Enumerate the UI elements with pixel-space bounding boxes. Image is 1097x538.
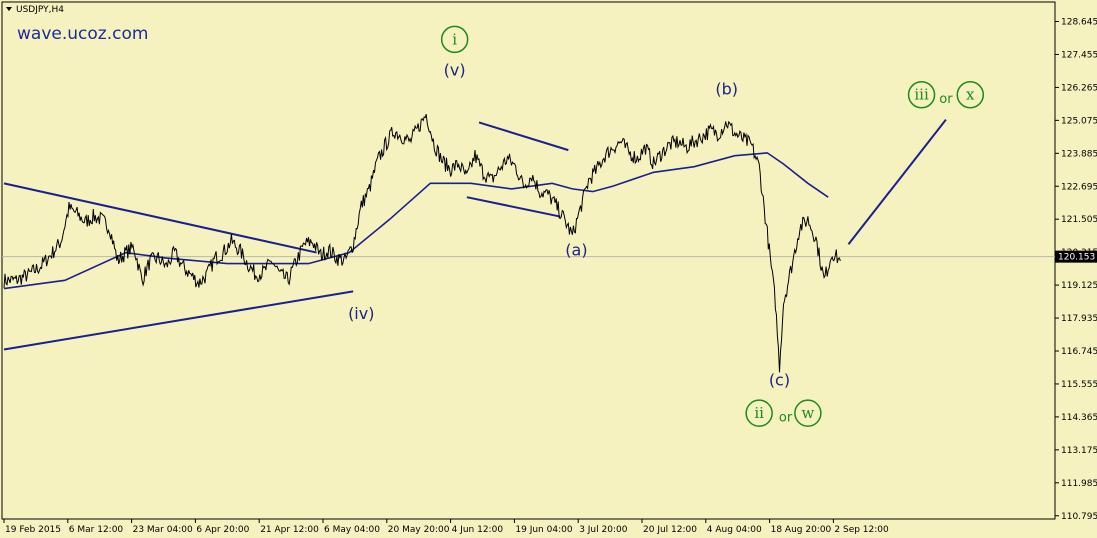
wave-label: (b) — [715, 80, 738, 99]
current-price-value: 120.153 — [1058, 253, 1095, 263]
x-tick-label: 2 Sep 12:00 — [834, 525, 889, 535]
trendlines-layer — [3, 119, 947, 351]
x-tick-label: 6 May 04:00 — [324, 525, 380, 535]
y-tick-label: 110.795 — [1061, 512, 1097, 522]
current-price-tag: 120.153 — [1055, 250, 1097, 263]
moving-average-layer — [3, 152, 829, 290]
trendline — [847, 119, 947, 245]
wave-label: (a) — [565, 240, 587, 259]
x-axis-ticks: 19 Feb 2015 6 Mar 12:00 23 Mar 04:00 6 Apr … — [3, 519, 889, 535]
y-tick-label: 127.455 — [1061, 50, 1097, 60]
circled-wave-text: w — [801, 404, 814, 422]
x-tick-label: 19 Feb 2015 — [5, 525, 61, 535]
price-series-line — [3, 114, 841, 373]
circled-wave-label: ii — [745, 399, 773, 427]
circled-wave-label: w — [794, 399, 822, 427]
x-tick-label: 23 Mar 04:00 — [133, 525, 193, 535]
trendline — [3, 182, 317, 254]
y-tick-label: 114.365 — [1061, 413, 1097, 423]
y-tick-label: 123.885 — [1061, 149, 1097, 159]
circled-wave-label: iii — [907, 80, 936, 109]
x-tick-label: 20 May 20:00 — [388, 525, 450, 535]
y-tick-label: 111.985 — [1061, 479, 1097, 489]
circled-wave-label: x — [956, 80, 985, 109]
dropdown-triangle-icon[interactable] — [6, 7, 12, 11]
or-label: or — [779, 410, 793, 425]
y-tick-label: 115.555 — [1061, 380, 1097, 390]
y-tick-label: 116.745 — [1061, 347, 1097, 357]
circled-wave-text: iii — [914, 86, 929, 104]
y-tick-label: 119.125 — [1061, 281, 1097, 291]
x-tick-label: 6 Mar 12:00 — [69, 525, 124, 535]
circled-wave-label: i — [440, 25, 469, 54]
x-tick-label: 20 Jul 12:00 — [643, 525, 697, 535]
watermark: wave.ucoz.com — [17, 24, 148, 44]
x-tick-label: 6 Apr 20:00 — [196, 525, 249, 535]
circled-wave-text: x — [966, 86, 975, 104]
x-tick-label: 4 Aug 04:00 — [707, 525, 762, 535]
label-circle — [440, 25, 469, 54]
y-tick-label: 113.175 — [1061, 446, 1097, 456]
y-tick-label: 126.265 — [1061, 83, 1097, 93]
wave-label: (v) — [444, 60, 466, 79]
y-tick-label: 125.075 — [1061, 116, 1097, 126]
symbol-label: USDJPY,H4 — [16, 5, 64, 15]
trendline — [466, 196, 561, 218]
label-circle — [907, 80, 936, 109]
x-tick-label: 4 Jun 12:00 — [452, 525, 504, 535]
wave-label: (iv) — [348, 304, 374, 323]
or-label: or — [939, 92, 953, 107]
trendline — [3, 290, 354, 351]
y-tick-label: 122.695 — [1061, 182, 1097, 192]
x-tick-label: 3 Jul 20:00 — [579, 525, 628, 535]
y-tick-label: 121.505 — [1061, 215, 1097, 225]
moving-average-line — [3, 152, 829, 290]
label-circle — [794, 399, 822, 427]
price-layer — [3, 114, 841, 373]
circled-wave-text: ii — [754, 404, 764, 422]
x-tick-label: 19 Jun 04:00 — [515, 525, 572, 535]
label-circle — [745, 399, 773, 427]
x-tick-label: 21 Apr 12:00 — [260, 525, 319, 535]
y-tick-label: 117.935 — [1061, 314, 1097, 324]
trendline — [478, 121, 569, 152]
circled-wave-text: i — [452, 30, 457, 48]
x-tick-label: 18 Aug 20:00 — [771, 525, 832, 535]
label-circle — [956, 80, 985, 109]
wave-label: (c) — [769, 370, 790, 389]
y-tick-label: 128.645 — [1061, 18, 1097, 28]
